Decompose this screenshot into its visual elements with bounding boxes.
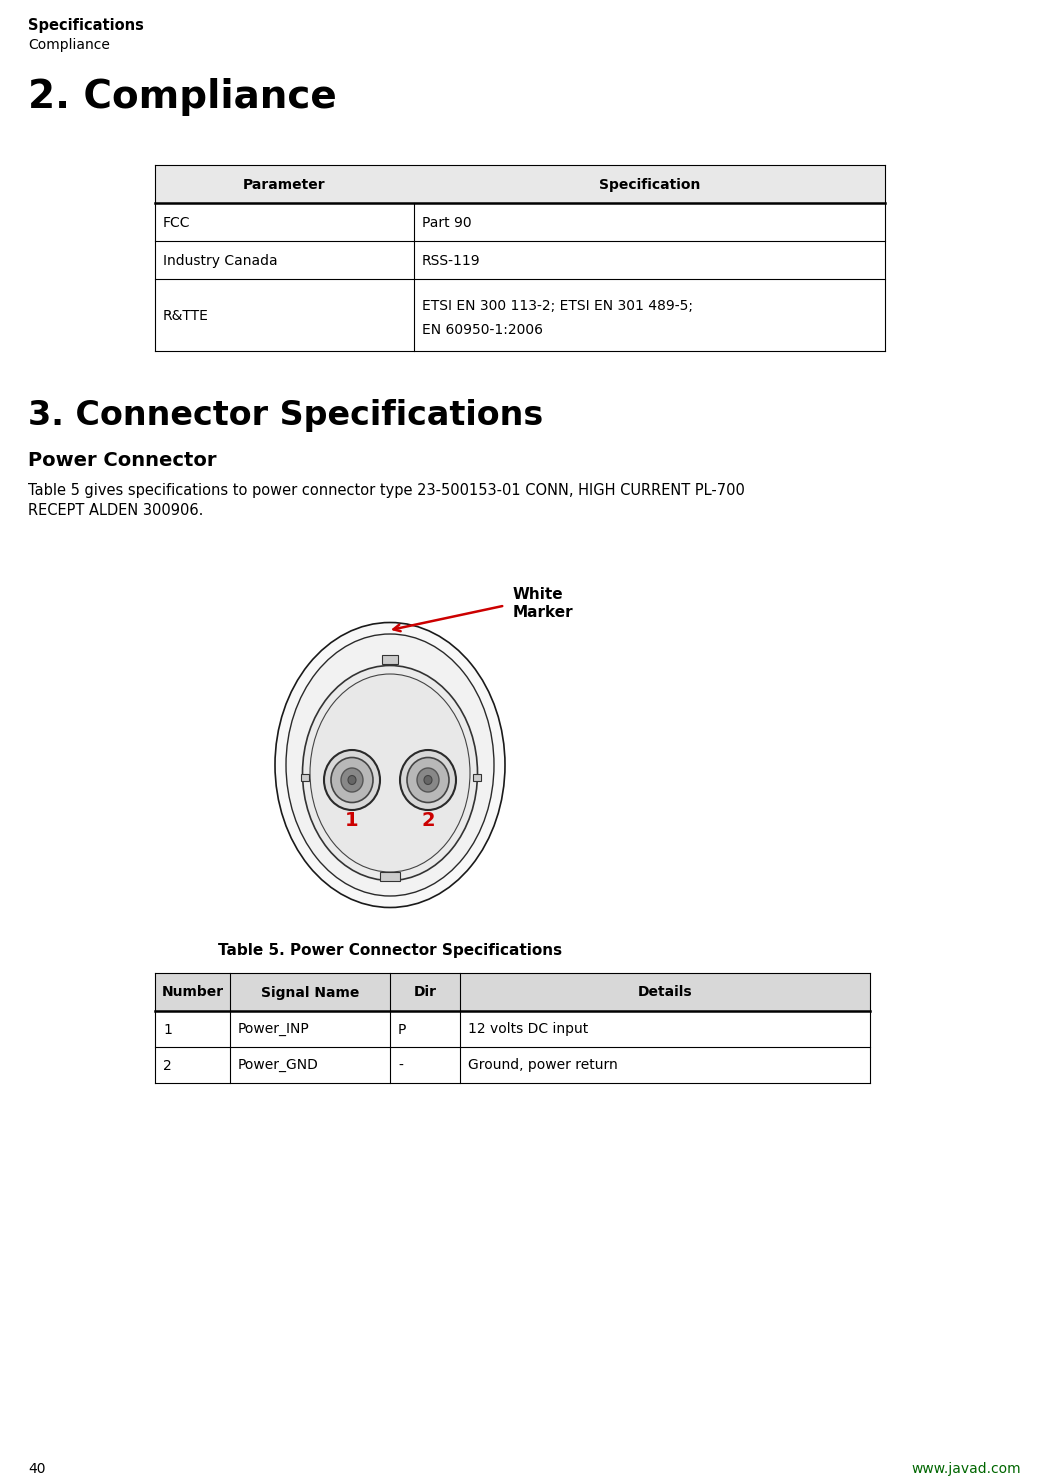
Ellipse shape [418,768,438,791]
Bar [155,165,885,203]
Ellipse shape [400,750,456,811]
Ellipse shape [324,750,380,811]
Text: Signal Name: Signal Name [261,986,359,999]
Ellipse shape [331,757,373,802]
Text: ETSI EN 300 113-2; ETSI EN 301 489-5;: ETSI EN 300 113-2; ETSI EN 301 489-5; [422,299,693,313]
Text: Part 90: Part 90 [422,216,472,230]
Text: Power Connector: Power Connector [28,451,216,470]
Text: 3. Connector Specifications: 3. Connector Specifications [28,399,543,431]
Text: P: P [398,1023,406,1036]
Text: 2: 2 [163,1058,172,1073]
Text: FCC: FCC [163,216,191,230]
Ellipse shape [407,757,449,802]
Text: Industry Canada: Industry Canada [163,253,278,268]
Text: White
Marker: White Marker [513,587,574,619]
Text: 2. Compliance: 2. Compliance [28,79,337,116]
Text: Power_INP: Power_INP [238,1023,309,1036]
Text: Details: Details [638,986,692,999]
Ellipse shape [311,674,470,871]
Text: Specification: Specification [599,178,700,193]
Bar [155,972,870,1011]
Ellipse shape [286,634,494,897]
Text: 12 volts DC input: 12 volts DC input [468,1023,588,1036]
Text: Number: Number [162,986,223,999]
Ellipse shape [424,775,432,784]
Ellipse shape [302,665,477,880]
Text: R&TTE: R&TTE [163,310,209,323]
Text: -: - [398,1058,403,1073]
Text: RECEPT ALDEN 300906.: RECEPT ALDEN 300906. [28,502,204,519]
Text: 1: 1 [163,1023,172,1036]
Text: Table 5 gives specifications to power connector type 23-500153-01 CONN, HIGH CUR: Table 5 gives specifications to power co… [28,483,745,498]
Text: Compliance: Compliance [28,39,110,52]
Text: Specifications: Specifications [28,18,144,33]
Text: 40: 40 [28,1463,45,1476]
Bar [300,774,308,781]
Bar [380,871,400,880]
Bar [472,774,480,781]
Text: Power_GND: Power_GND [238,1058,319,1073]
Ellipse shape [348,775,356,784]
Text: 2: 2 [422,811,435,830]
Bar [382,655,398,664]
Text: Parameter: Parameter [243,178,326,193]
Text: RSS-119: RSS-119 [422,253,480,268]
Text: EN 60950-1:2006: EN 60950-1:2006 [422,323,543,336]
Text: Dir: Dir [413,986,436,999]
Text: Table 5. Power Connector Specifications: Table 5. Power Connector Specifications [218,943,562,957]
Ellipse shape [341,768,363,791]
Text: 1: 1 [345,811,359,830]
Text: Ground, power return: Ground, power return [468,1058,618,1073]
Ellipse shape [275,622,505,907]
Text: www.javad.com: www.javad.com [912,1463,1021,1476]
